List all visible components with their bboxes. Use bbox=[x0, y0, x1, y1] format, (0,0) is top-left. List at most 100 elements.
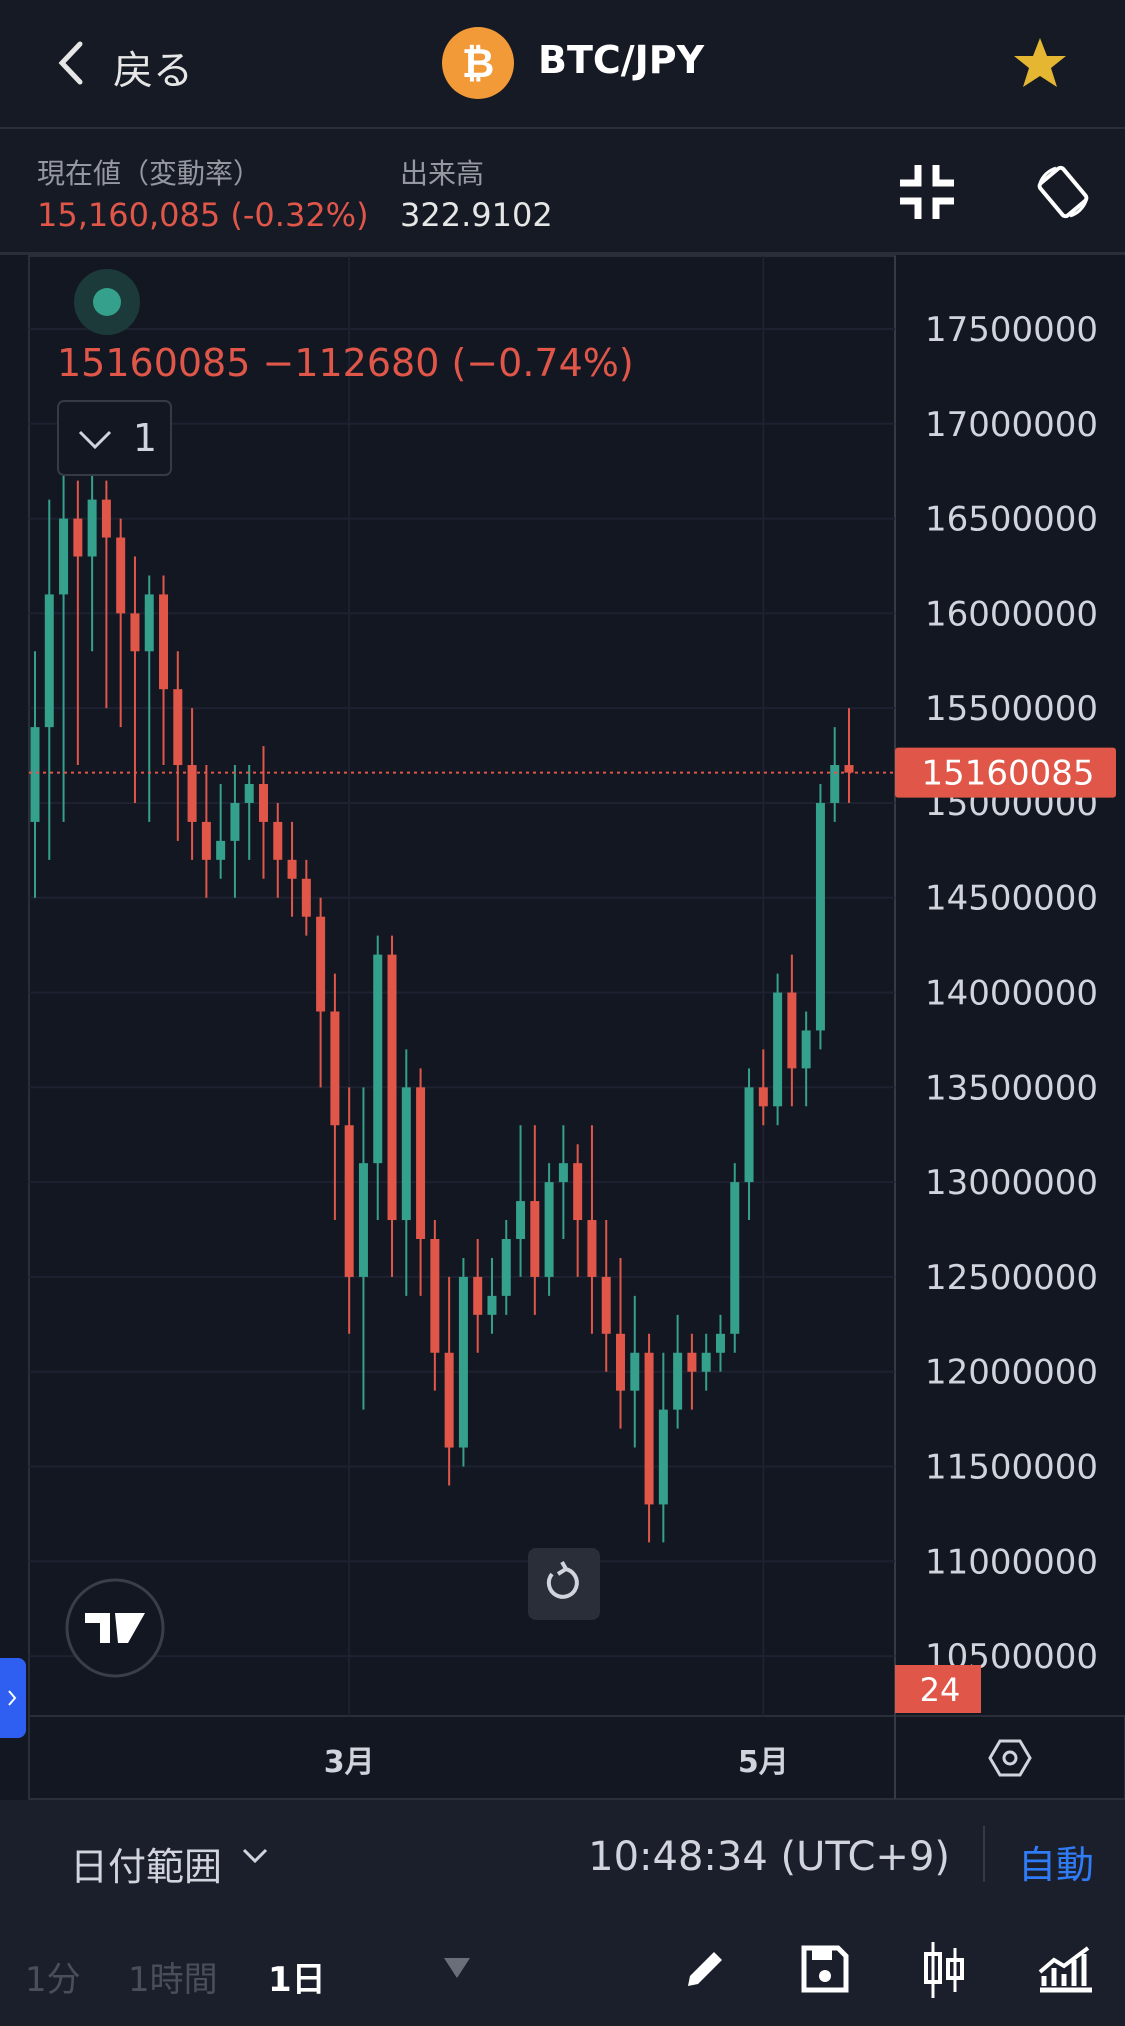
y-tick-label: 14000000 bbox=[925, 974, 1098, 1014]
candle-body bbox=[501, 1239, 511, 1296]
candle-body bbox=[787, 992, 797, 1069]
interval-button[interactable]: 1分 bbox=[25, 1960, 81, 2000]
draw-tool[interactable] bbox=[680, 1944, 730, 1994]
candle-body bbox=[644, 1352, 654, 1505]
chevron-icon bbox=[242, 1848, 268, 1864]
candle-body bbox=[815, 802, 825, 1031]
time-axis bbox=[28, 1715, 1125, 1800]
study-count: 1 bbox=[133, 416, 157, 460]
interval-menu[interactable] bbox=[442, 1956, 472, 1980]
y-tick-label: 12500000 bbox=[925, 1258, 1098, 1298]
clock: 10:48:34 (UTC+9) bbox=[588, 1834, 950, 1880]
candle-body bbox=[44, 594, 54, 728]
candle-body bbox=[159, 594, 169, 690]
price-value: 15,160,085 (-0.32%) bbox=[37, 196, 369, 234]
last-price-label: 15160085 bbox=[921, 754, 1094, 794]
candle-body bbox=[330, 1011, 340, 1126]
side-tab[interactable] bbox=[0, 1658, 26, 1738]
candle-body bbox=[444, 1352, 454, 1448]
separator bbox=[983, 1826, 985, 1882]
candle-body bbox=[73, 518, 83, 557]
y-tick-label: 17500000 bbox=[925, 310, 1098, 350]
collapse-icon[interactable] bbox=[898, 163, 956, 221]
candle-body bbox=[116, 537, 126, 614]
candle-body bbox=[30, 727, 40, 822]
candle-body bbox=[401, 1087, 411, 1221]
indicators-button[interactable] bbox=[1036, 1944, 1096, 1994]
y-tick-label: 13000000 bbox=[925, 1163, 1098, 1203]
y-tick-label: 12000000 bbox=[925, 1353, 1098, 1393]
candle-body bbox=[587, 1220, 597, 1277]
favorite-star[interactable] bbox=[1012, 36, 1068, 90]
candle-body bbox=[758, 1087, 768, 1107]
candle-body bbox=[87, 499, 97, 557]
price-label: 現在値（変動率） bbox=[37, 157, 262, 190]
candle-body bbox=[473, 1276, 483, 1315]
volume-badge: 24 bbox=[920, 1671, 961, 1709]
y-tick-label: 15500000 bbox=[925, 689, 1098, 729]
candle-body bbox=[558, 1163, 568, 1183]
legend-text: 15160085 −112680 (−0.74%) bbox=[57, 341, 634, 385]
side-tab-arrow bbox=[8, 1690, 17, 1706]
candle-body bbox=[458, 1276, 468, 1448]
y-tick-label: 16000000 bbox=[925, 594, 1098, 634]
header-bar bbox=[0, 0, 1125, 129]
candle-body bbox=[801, 1030, 811, 1069]
interval-button[interactable]: 1時間 bbox=[128, 1960, 218, 2000]
info-bar bbox=[0, 129, 1125, 255]
candle-body bbox=[430, 1239, 440, 1353]
candle-body bbox=[216, 840, 226, 860]
candle-body bbox=[144, 594, 154, 652]
candle-body bbox=[344, 1125, 354, 1277]
candle-body bbox=[516, 1201, 526, 1240]
settings-icon-center bbox=[1002, 1750, 1018, 1766]
date-range-button[interactable]: 日付範囲 bbox=[70, 1845, 223, 1889]
tv-logo-mark bbox=[85, 1613, 145, 1643]
settings-icon[interactable] bbox=[988, 1739, 1032, 1777]
candle-body bbox=[673, 1352, 683, 1410]
tv-logo bbox=[65, 1578, 165, 1678]
candle-body bbox=[715, 1333, 725, 1353]
candle-body bbox=[358, 1163, 368, 1277]
candle-body bbox=[244, 783, 254, 803]
y-tick-label: 11000000 bbox=[925, 1542, 1098, 1582]
study-toggle[interactable] bbox=[57, 400, 172, 476]
candle-body bbox=[301, 878, 311, 917]
reset-button[interactable] bbox=[528, 1548, 600, 1620]
candle-body bbox=[387, 954, 397, 1221]
back-icon[interactable] bbox=[50, 38, 90, 88]
candle-body bbox=[573, 1163, 583, 1221]
y-tick-label: 16500000 bbox=[925, 500, 1098, 540]
candle-body bbox=[130, 613, 140, 652]
candle-body bbox=[630, 1352, 640, 1391]
candle-body bbox=[258, 783, 268, 822]
back-button[interactable]: 戻る bbox=[113, 48, 193, 94]
candle-body bbox=[373, 954, 383, 1164]
y-tick-label: 13500000 bbox=[925, 1068, 1098, 1108]
y-tick-label: 17000000 bbox=[925, 405, 1098, 445]
candle-body bbox=[416, 1087, 426, 1240]
candle-body bbox=[316, 916, 326, 1012]
rotate-icon[interactable] bbox=[1034, 163, 1092, 221]
candle-body bbox=[273, 821, 283, 860]
volume-value: 322.9102 bbox=[400, 196, 553, 234]
bottom-panel bbox=[0, 1800, 1125, 2026]
auto-scale-button[interactable]: 自動 bbox=[1018, 1843, 1095, 1887]
candle-body bbox=[744, 1087, 754, 1183]
candle-body bbox=[658, 1409, 668, 1505]
candle-body bbox=[544, 1182, 554, 1277]
interval-button[interactable]: 1日 bbox=[268, 1960, 326, 2000]
candle-body bbox=[201, 821, 211, 860]
symbol-title: BTC/JPY bbox=[538, 38, 705, 82]
reset-icon bbox=[546, 1561, 579, 1599]
study-chevron bbox=[78, 430, 112, 450]
candle-body bbox=[173, 689, 183, 766]
y-tick-label: 11500000 bbox=[925, 1448, 1098, 1488]
y-tick-label: 14500000 bbox=[925, 879, 1098, 919]
candle-body bbox=[844, 765, 854, 773]
chart-style-button[interactable] bbox=[920, 1940, 970, 2000]
plot-area bbox=[28, 255, 896, 1717]
volume-badge-box bbox=[895, 1665, 981, 1713]
save-button[interactable] bbox=[800, 1944, 850, 1994]
